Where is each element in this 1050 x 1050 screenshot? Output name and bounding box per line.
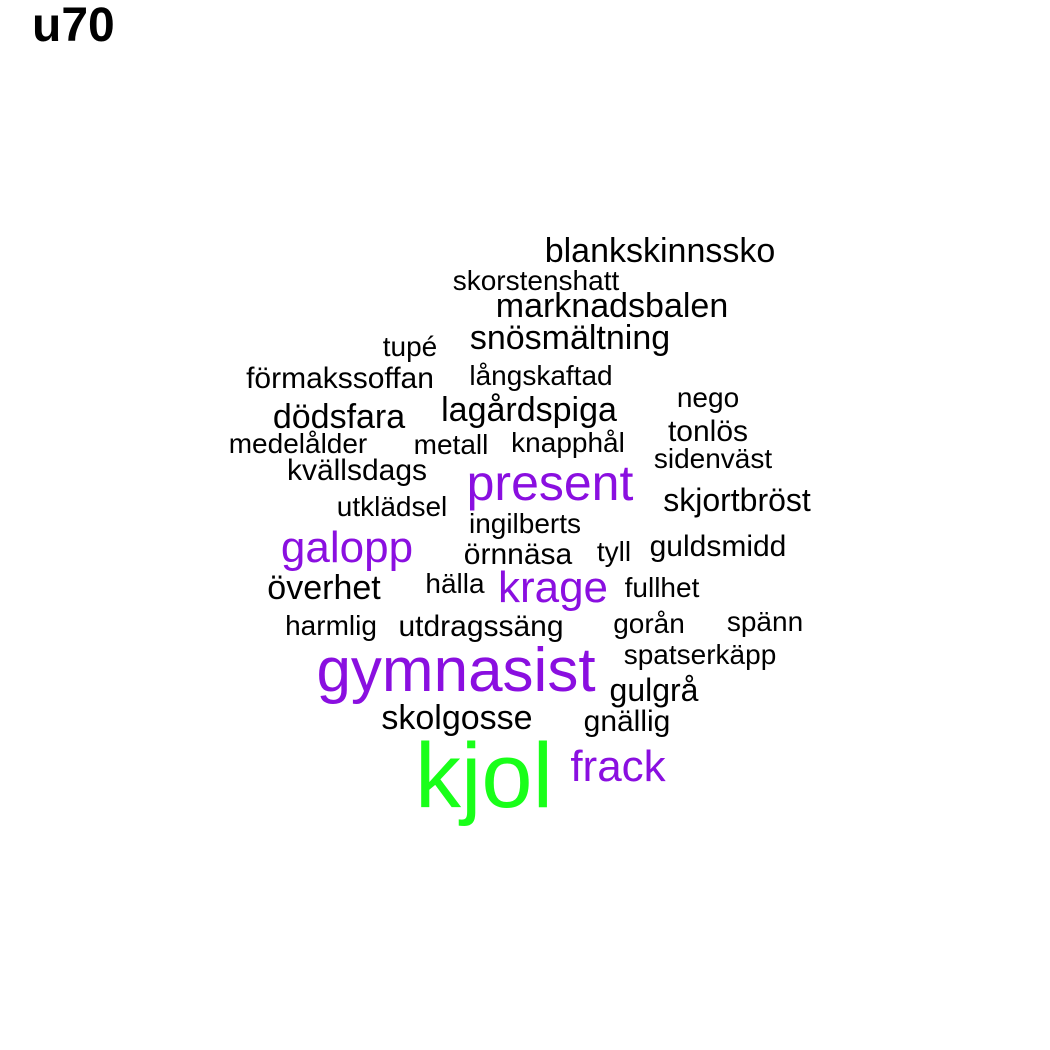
word-cloud-word: kvällsdags — [286, 454, 428, 487]
page-title: u70 — [32, 0, 115, 52]
word-cloud-word: utklädsel — [336, 491, 448, 522]
word-cloud-word: spänn — [726, 606, 804, 637]
word-cloud-word: tyll — [596, 536, 632, 567]
word-cloud-word: långskaftad — [469, 360, 613, 391]
word-cloud-word: skorstenshatt — [452, 265, 620, 296]
word-cloud-word: tupé — [382, 331, 438, 362]
word-cloud-word: gnällig — [583, 705, 671, 738]
word-cloud-word: frack — [570, 742, 666, 791]
word-cloud-word: gorån — [613, 608, 685, 639]
word-cloud-word: hälla — [425, 568, 485, 599]
word-cloud-word: blankskinnssko — [544, 232, 776, 270]
word-cloud-word: knapphål — [511, 427, 625, 458]
word-cloud-word: överhet — [267, 569, 381, 607]
word-cloud-word: skjortbröst — [663, 482, 811, 518]
word-cloud-word: skolgosse — [381, 699, 533, 737]
word-cloud-word: spatserkäpp — [623, 639, 777, 670]
word-cloud-word: gulgrå — [609, 672, 699, 708]
word-cloud-word: metall — [413, 429, 489, 460]
word-cloud-word: dödsfara — [272, 398, 406, 436]
word-cloud-word: gymnasist — [316, 636, 596, 705]
word-cloud-word: kjol — [414, 725, 554, 827]
word-cloud-word: fullhet — [624, 572, 700, 603]
word-cloud-word: tonlös — [667, 415, 749, 448]
word-cloud-word: medelålder — [228, 428, 368, 459]
word-cloud-word: harmlig — [285, 610, 377, 641]
word-cloud-word: snösmältning — [469, 319, 671, 357]
word-cloud-word: örnnäsa — [463, 538, 573, 571]
word-cloud-word: sidenväst — [653, 443, 773, 474]
word-cloud-word: förmakssoffan — [246, 362, 434, 395]
word-cloud-word: present — [466, 455, 634, 511]
word-cloud-word: lagårdspiga — [441, 391, 617, 429]
word-cloud-word: marknadsbalen — [495, 287, 729, 325]
word-cloud-word: ingilberts — [468, 508, 582, 539]
word-cloud-word: guldsmidd — [649, 530, 787, 563]
word-cloud-word: utdragssäng — [398, 610, 564, 643]
word-cloud-word: krage — [497, 563, 609, 612]
word-cloud-word: nego — [676, 382, 740, 413]
word-cloud-word: galopp — [280, 523, 414, 572]
